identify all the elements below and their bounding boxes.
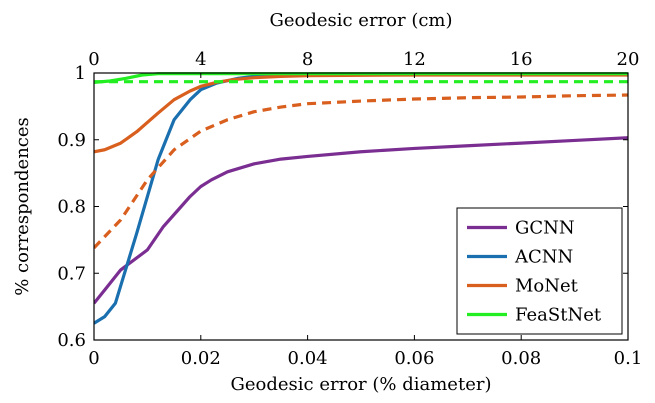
- x-tick-label: 0.1: [614, 348, 643, 369]
- y-tick-label: 0.6: [57, 330, 86, 351]
- y-tick-label: 1: [75, 63, 86, 84]
- series-line-monet-dashed: [94, 93, 628, 249]
- top-x-tick-label: 8: [302, 49, 313, 70]
- y-tick-label: 0.8: [57, 197, 86, 218]
- legend-label-acnn: ACNN: [514, 247, 573, 268]
- x-tick-label: 0.04: [288, 348, 328, 369]
- top-x-tick-label: 20: [617, 49, 640, 70]
- y-tick-label: 0.9: [57, 130, 86, 151]
- series-layer: [94, 72, 628, 325]
- ticks-layer: 0 0.02 0.04 0.06 0.08 0.10.60.70.80.910 4 8 12 16…: [57, 49, 642, 369]
- legend-label-monet: MoNet: [515, 276, 579, 297]
- legend: GCNN ACNN MoNet FeaStNet: [456, 207, 623, 335]
- series-line-monet: [94, 73, 628, 154]
- series-line-feastnet: [94, 72, 628, 84]
- x-tick-label: 0: [88, 348, 99, 369]
- y-tick-label: 0.7: [57, 263, 86, 284]
- x-axis-label: Geodesic error (% diameter): [231, 374, 492, 395]
- top-x-tick-label: 4: [195, 49, 206, 70]
- x-tick-label: 0.08: [501, 348, 541, 369]
- top-x-axis-label: Geodesic error (cm): [269, 10, 452, 31]
- top-x-tick-label: 0: [88, 49, 99, 70]
- legend-label-feastnet: FeaStNet: [515, 305, 602, 326]
- top-x-tick-label: 16: [510, 49, 533, 70]
- x-tick-label: 0.06: [394, 348, 434, 369]
- top-x-tick-label: 12: [403, 49, 426, 70]
- legend-label-gcnn: GCNN: [515, 218, 575, 239]
- series-line-gcnn: [94, 136, 628, 305]
- legend-items: GCNN ACNN MoNet FeaStNet: [467, 218, 602, 326]
- y-axis-label: % correspondences: [12, 117, 33, 296]
- x-tick-label: 0.02: [181, 348, 221, 369]
